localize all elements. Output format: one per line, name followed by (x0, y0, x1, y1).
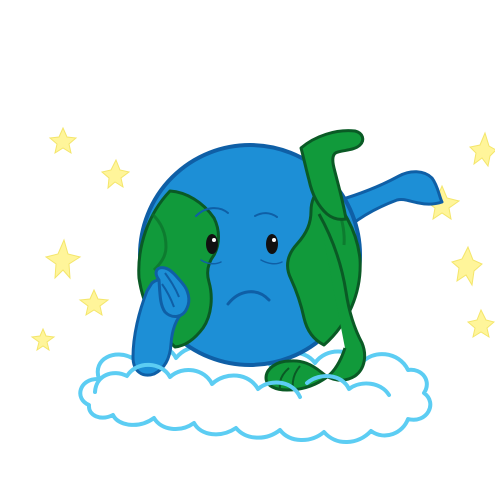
star-icon (78, 288, 110, 317)
face (195, 207, 283, 306)
star-icon (100, 158, 131, 190)
cloud-front (93, 362, 391, 399)
star-icon (44, 238, 82, 280)
left-eye (206, 234, 218, 254)
star-icon (450, 245, 483, 287)
raised-leg (299, 129, 365, 221)
star-icon (466, 308, 495, 339)
star-icon (48, 126, 78, 155)
mouth (226, 290, 271, 306)
left-arm (131, 266, 191, 377)
star-icon (30, 327, 56, 352)
right-eye (266, 234, 278, 254)
star-icon (468, 131, 495, 168)
